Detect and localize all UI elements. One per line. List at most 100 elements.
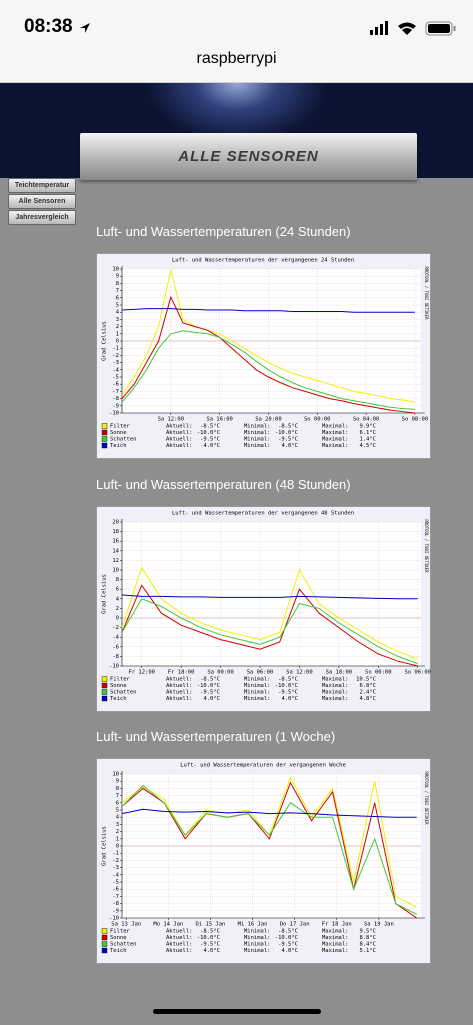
series-line — [121, 598, 418, 665]
stat-value: -9.5°C — [200, 942, 220, 948]
y-tick-label: -2 — [112, 858, 119, 864]
legend-label: Filter — [110, 677, 131, 683]
stat-label: Minimal: — [244, 696, 271, 702]
y-tick-label: 8 — [116, 577, 119, 583]
y-tick-label: 16 — [112, 539, 119, 545]
stat-value: -9.5°C — [200, 690, 220, 696]
stat-value: -8.5°C — [200, 677, 220, 683]
x-tick-label: Sa 00:00 — [207, 670, 234, 676]
stat-value: 2.4°C — [359, 690, 376, 696]
series-line — [121, 784, 418, 915]
y-tick-label: 3 — [116, 822, 119, 828]
legend-swatch — [101, 689, 108, 695]
watermark: RRDTOOL / TOBI OETIKER — [424, 520, 429, 574]
stat-value: 8.4°C — [359, 942, 376, 948]
y-tick-label: -5 — [112, 375, 119, 381]
address-bar[interactable]: raspberrypi — [196, 50, 277, 67]
series-line — [121, 330, 415, 410]
watermark: RRDTOOL / TOBI OETIKER — [424, 267, 429, 321]
y-tick-label: 4 — [116, 310, 120, 316]
legend-swatch — [101, 436, 108, 442]
y-tick-label: 7 — [116, 793, 119, 799]
stat-label: Minimal: — [244, 935, 271, 941]
y-tick-label: -7 — [112, 894, 119, 900]
y-tick-label: 1 — [116, 836, 119, 842]
stat-value: 9.5°C — [359, 929, 376, 935]
nav-button[interactable]: Jahresvergleich — [8, 210, 76, 225]
legend-label: Schatten — [110, 437, 137, 443]
stat-label: Aktuell: — [166, 690, 193, 696]
stat-label: Aktuell: — [166, 683, 193, 689]
y-tick-label: 1 — [116, 331, 119, 337]
stat-value: 4.0°C — [203, 443, 220, 449]
stat-label: Maximal: — [322, 935, 349, 941]
stat-value: -9.5°C — [200, 437, 220, 443]
nav-button[interactable]: Alle Sensoren — [8, 194, 76, 209]
y-tick-label: -6 — [112, 644, 119, 650]
stat-value: 10.5°C — [356, 677, 376, 683]
chart-title: Luft- und Wassertemperaturen der vergang… — [172, 258, 354, 264]
chart: Luft- und Wassertemperaturen der vergang… — [96, 758, 431, 964]
y-tick-label: -7 — [112, 389, 119, 395]
y-tick-label: -10 — [109, 916, 119, 922]
stat-value: 1.4°C — [359, 437, 376, 443]
stat-value: -9.5°C — [278, 690, 298, 696]
y-tick-label: -6 — [112, 887, 119, 893]
x-tick-label: So 00:00 — [304, 417, 331, 423]
stat-label: Aktuell: — [166, 696, 193, 702]
legend-swatch — [101, 695, 108, 702]
legend-label: Teich — [110, 696, 127, 702]
stat-value: -8.5°C — [200, 424, 220, 430]
stat-label: Aktuell: — [166, 430, 193, 436]
y-tick-label: 12 — [112, 558, 119, 564]
series-line — [121, 295, 415, 414]
stat-label: Minimal: — [244, 683, 271, 689]
y-tick-label: -4 — [112, 367, 119, 373]
y-tick-label: 3 — [116, 317, 119, 323]
stat-value: -10.0°C — [275, 683, 298, 689]
y-tick-label: 8 — [116, 281, 119, 287]
legend-swatch — [101, 682, 108, 689]
stat-label: Minimal: — [244, 443, 271, 449]
legend-swatch — [101, 928, 108, 934]
legend-swatch — [101, 442, 108, 449]
stat-value: -9.5°C — [278, 942, 298, 948]
legend-label: Teich — [110, 443, 127, 449]
y-tick-label: 20 — [112, 520, 119, 526]
y-tick-label: 4 — [116, 815, 120, 821]
stat-value: 4.0°C — [203, 696, 220, 702]
x-tick-label: So 08:00 — [402, 417, 429, 423]
stat-value: -8.5°C — [200, 929, 220, 935]
stat-label: Maximal: — [322, 948, 349, 954]
y-tick-label: -9 — [112, 403, 119, 409]
legend-label: Schatten — [110, 942, 137, 948]
x-tick-label: Mi 16 Jan — [238, 922, 268, 928]
stat-label: Maximal: — [322, 929, 349, 935]
series-line — [121, 269, 415, 403]
y-tick-label: -2 — [112, 353, 119, 359]
browser-bar — [0, 0, 473, 83]
stat-label: Minimal: — [244, 942, 271, 948]
x-tick-label: Sa 18:00 — [326, 670, 353, 676]
y-tick-label: 9 — [116, 274, 119, 280]
x-tick-label: Sa 13 Jan — [111, 922, 141, 928]
x-tick-label: Fr 18 Jan — [322, 922, 352, 928]
y-tick-label: -9 — [112, 908, 119, 914]
stat-label: Aktuell: — [166, 929, 193, 935]
y-tick-label: -8 — [112, 396, 119, 402]
y-tick-label: 9 — [116, 779, 119, 785]
stat-label: Maximal: — [322, 696, 349, 702]
y-tick-label: 2 — [116, 324, 119, 330]
y-tick-label: 10 — [112, 772, 119, 778]
plot-area — [122, 522, 421, 666]
y-tick-label: -1 — [112, 851, 119, 857]
nav-button[interactable]: Teichtemperatur — [8, 178, 76, 193]
stat-label: Aktuell: — [166, 948, 193, 954]
stat-value: -10.0°C — [275, 430, 298, 436]
y-tick-label: -8 — [112, 901, 119, 907]
y-tick-label: 18 — [112, 529, 119, 535]
y-tick-label: 2 — [116, 829, 119, 835]
status-time: 08:38 — [24, 16, 73, 37]
